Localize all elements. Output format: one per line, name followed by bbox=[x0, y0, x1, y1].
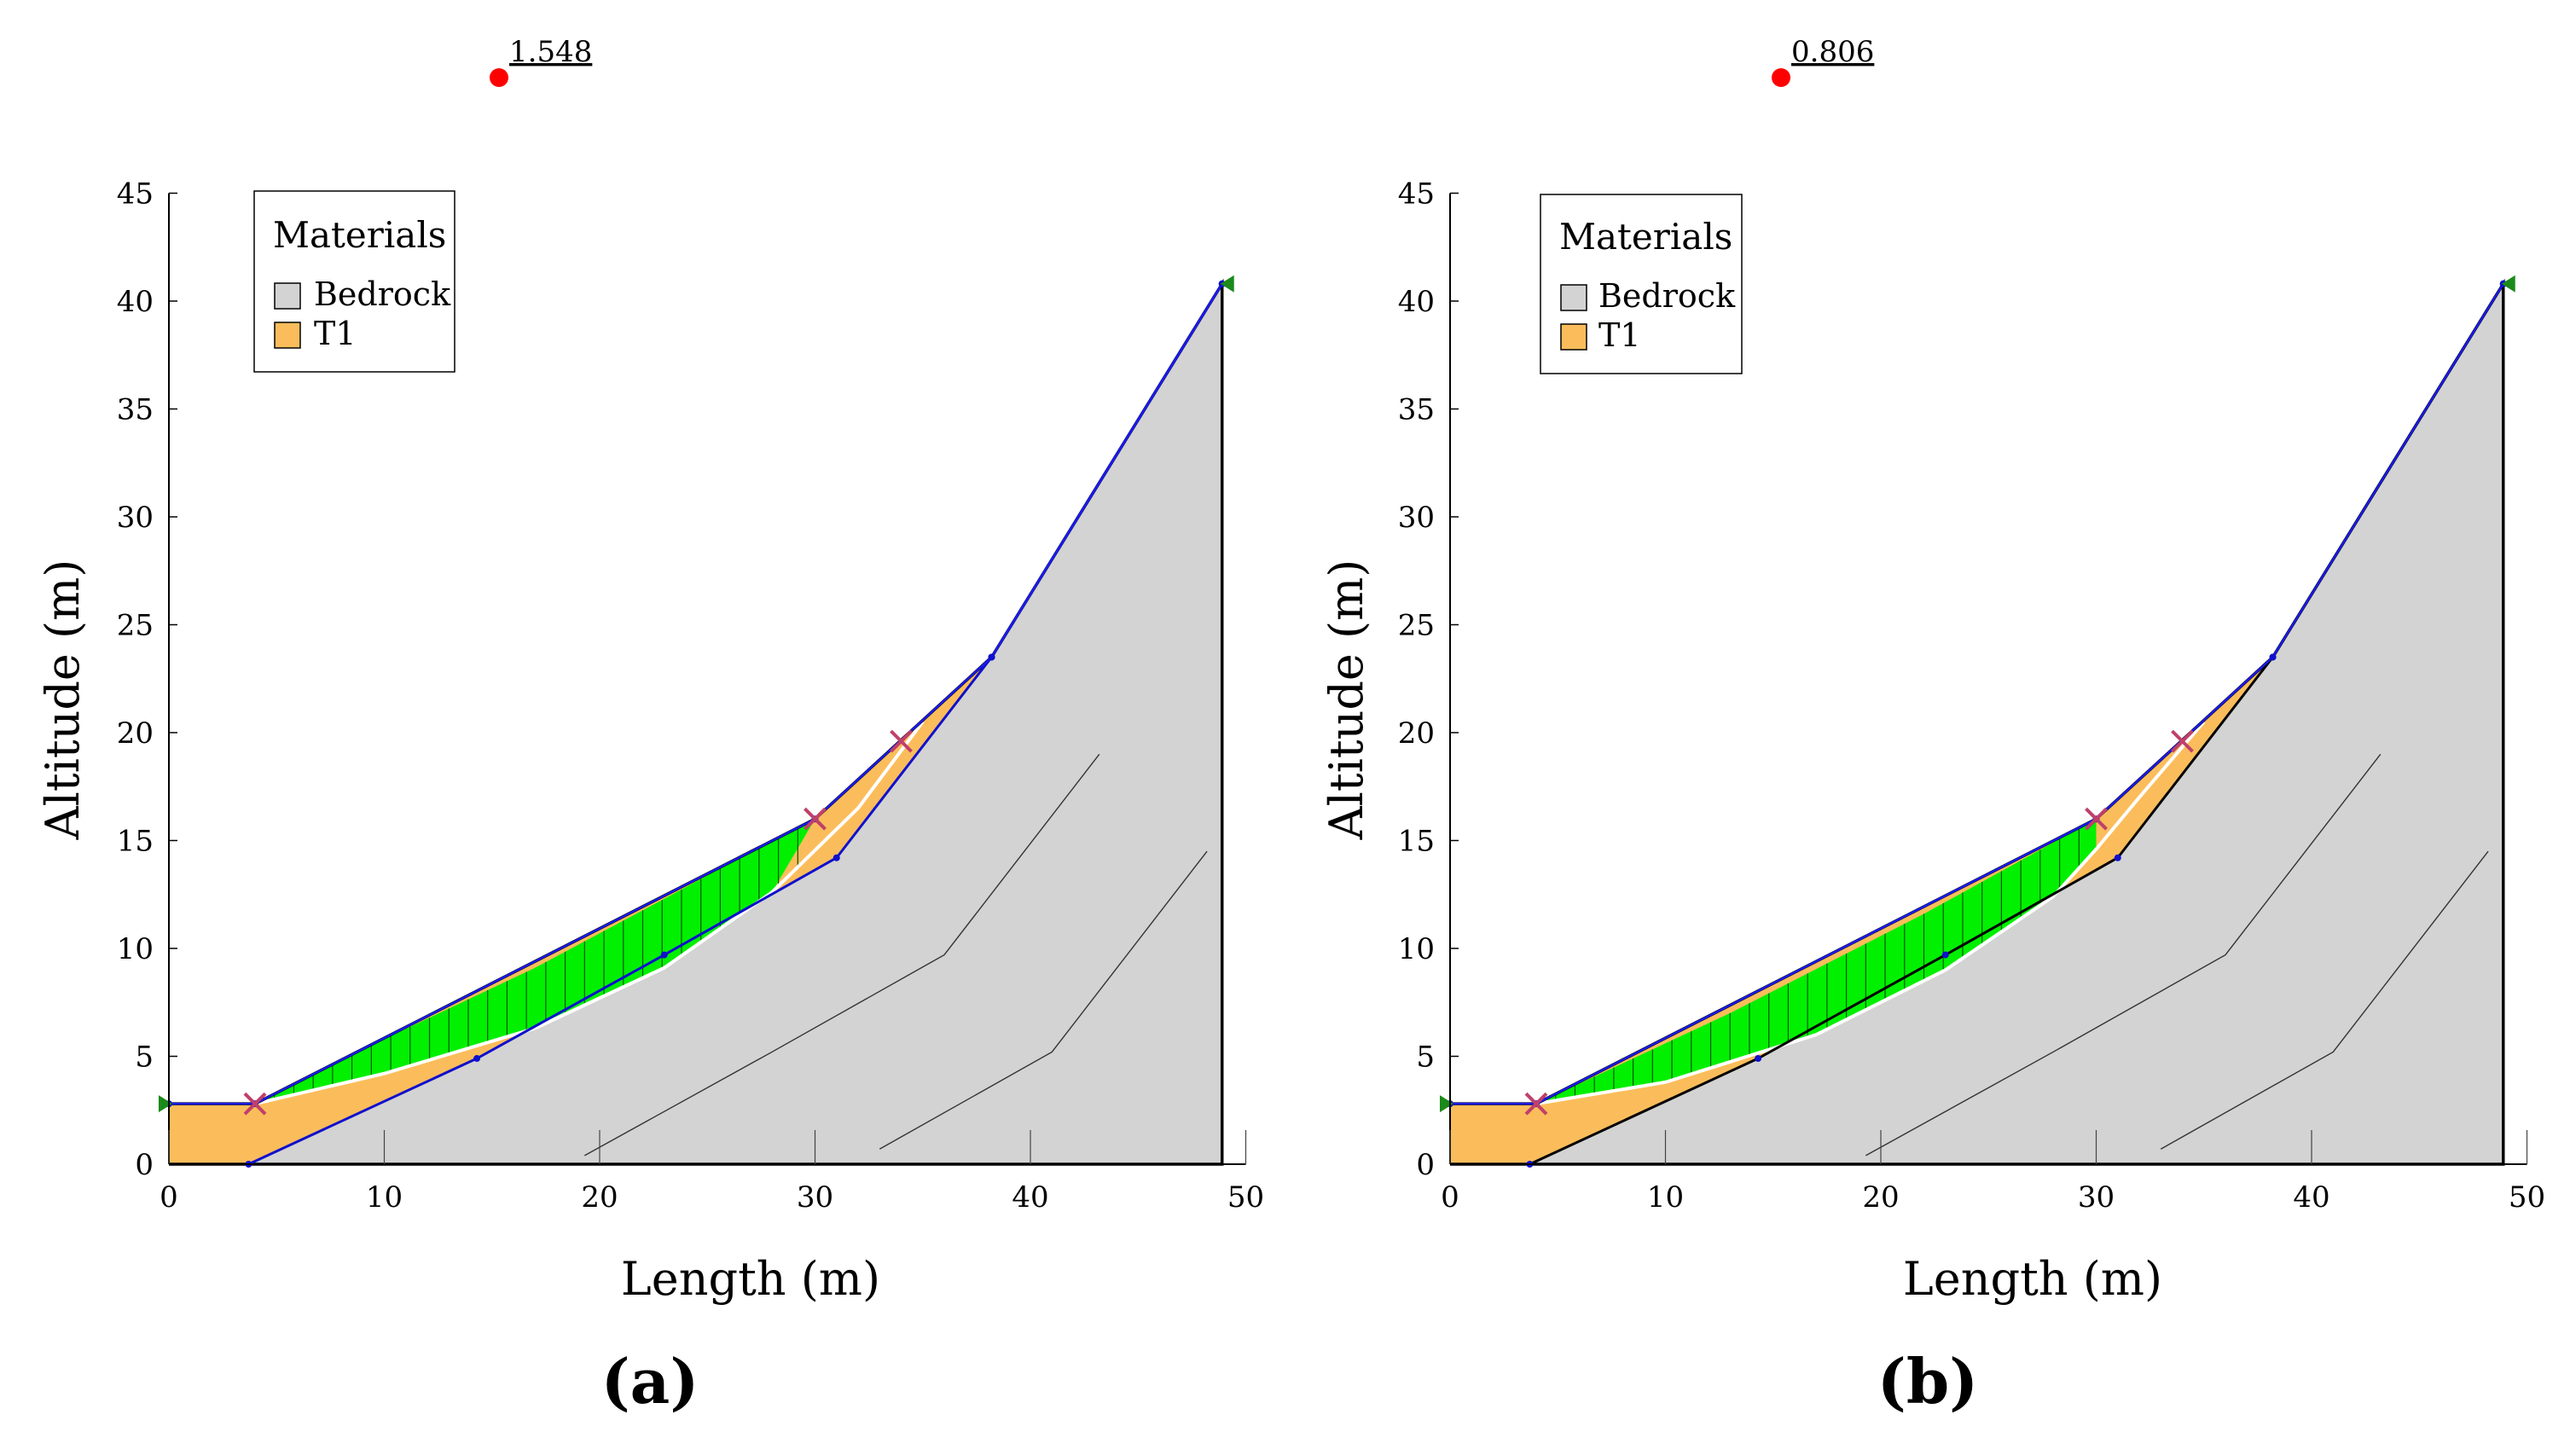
x-tick-label: 40 bbox=[1012, 1180, 1048, 1215]
search-point-cross bbox=[2085, 807, 2108, 831]
y-tick-label: 45 bbox=[1398, 177, 1435, 212]
y-axis-title: Altitude (m) bbox=[1320, 559, 1373, 841]
boundary-node-marker bbox=[473, 1055, 481, 1063]
x-tick-label: 10 bbox=[366, 1180, 403, 1215]
legend-label-t1: T1 bbox=[1598, 316, 1641, 354]
y-tick-label: 5 bbox=[1416, 1041, 1435, 1075]
slip-surface-line bbox=[1535, 721, 2206, 1106]
y-tick-label: 35 bbox=[1398, 393, 1435, 427]
fs-indicator-b: 0.806 bbox=[1772, 35, 1874, 87]
search-point-cross bbox=[1524, 1092, 1548, 1116]
x-tick-label: 30 bbox=[797, 1180, 833, 1215]
legend-title: Materials bbox=[273, 214, 446, 256]
boundary-triangle-right bbox=[1220, 275, 1234, 293]
search-point-cross bbox=[804, 807, 827, 831]
x-tick-label: 0 bbox=[160, 1180, 178, 1215]
legend-label-bedrock: Bedrock bbox=[1598, 277, 1736, 315]
y-tick-label: 30 bbox=[1398, 501, 1435, 535]
y-tick-label: 20 bbox=[1398, 716, 1435, 751]
legend-label-bedrock: Bedrock bbox=[314, 275, 451, 313]
x-tick-label: 0 bbox=[1441, 1180, 1459, 1215]
legend-swatch-bedrock bbox=[274, 282, 301, 310]
boundary-triangle-left bbox=[1440, 1095, 1453, 1113]
x-tick-label: 30 bbox=[2078, 1180, 2115, 1215]
boundary-triangle-right bbox=[2501, 275, 2515, 293]
y-tick-label: 25 bbox=[117, 609, 154, 643]
legend-swatch-bedrock bbox=[1560, 284, 1587, 311]
material-bedrock-region bbox=[248, 283, 1222, 1164]
fs-value: 1.548 bbox=[509, 35, 592, 69]
x-tick-label: 20 bbox=[581, 1180, 618, 1215]
x-tick-label: 10 bbox=[1647, 1180, 1684, 1215]
y-tick-label: 25 bbox=[1398, 609, 1435, 643]
y-tick-label: 35 bbox=[117, 393, 154, 427]
legend: Materials Bedrock T1 bbox=[253, 190, 455, 373]
plot-area: 0 10 20 30 40 50 0 5 10 15 20 25 30 35 40 45 bbox=[117, 177, 1264, 1215]
panel-label: (a) bbox=[601, 1345, 699, 1418]
panel-b: 0.806 0 10 20 30 40 50 0 5 10 15 20 25 30 35 40 45 Mate… bbox=[1320, 35, 2545, 1418]
bedrock-contour-line bbox=[879, 850, 1208, 1150]
panel-a: 1.548 0 10 20 30 40 50 0 5 10 15 20 25 30 35 40 45 Mate… bbox=[36, 35, 1264, 1418]
x-tick-label: 40 bbox=[2293, 1180, 2329, 1215]
y-tick-label: 10 bbox=[1398, 932, 1435, 966]
y-tick-label: 30 bbox=[117, 501, 154, 535]
x-tick-label: 20 bbox=[1862, 1180, 1899, 1215]
legend-swatch-t1 bbox=[1560, 323, 1587, 351]
boundary-node-marker bbox=[988, 653, 995, 661]
boundary-node-marker bbox=[660, 951, 668, 959]
fs-marker-dot bbox=[490, 68, 508, 87]
boundary-node-marker bbox=[2269, 653, 2277, 661]
y-tick-label: 15 bbox=[117, 825, 154, 859]
y-tick-label: 0 bbox=[1416, 1148, 1435, 1182]
panel-label: (b) bbox=[1877, 1345, 1978, 1418]
legend: Materials Bedrock T1 bbox=[1540, 194, 1743, 374]
y-tick-label: 40 bbox=[1398, 285, 1435, 319]
search-point-cross bbox=[2171, 729, 2194, 753]
legend-swatch-t1 bbox=[274, 322, 301, 349]
bedrock-contour-line bbox=[1865, 753, 2382, 1157]
legend-title: Materials bbox=[1559, 216, 1732, 258]
search-point-cross bbox=[243, 1092, 267, 1116]
bedrock-contour-line bbox=[2160, 850, 2489, 1150]
plot-area: 0 10 20 30 40 50 0 5 10 15 20 25 30 35 40 45 bbox=[1398, 177, 2545, 1215]
x-axis-title: Length (m) bbox=[621, 1252, 880, 1306]
y-tick-label: 40 bbox=[117, 285, 154, 319]
x-tick-label: 50 bbox=[1227, 1180, 1264, 1215]
slip-surface-line bbox=[254, 721, 925, 1106]
legend-label-t1: T1 bbox=[314, 315, 357, 352]
y-tick-label: 45 bbox=[117, 177, 154, 212]
y-tick-label: 5 bbox=[135, 1041, 154, 1075]
boundary-node-marker bbox=[1755, 1055, 1762, 1063]
bedrock-contour-line bbox=[583, 753, 1100, 1157]
boundary-triangle-left bbox=[159, 1095, 172, 1113]
y-tick-label: 15 bbox=[1398, 825, 1435, 859]
y-tick-label: 10 bbox=[117, 932, 154, 966]
fs-indicator-a: 1.548 bbox=[490, 35, 592, 87]
boundary-node-marker bbox=[1941, 951, 1949, 959]
boundary-node-marker bbox=[2114, 854, 2121, 861]
search-point-cross bbox=[890, 729, 913, 753]
x-axis-title: Length (m) bbox=[1903, 1252, 2162, 1306]
fs-marker-dot bbox=[1772, 68, 1790, 87]
x-tick-label: 50 bbox=[2509, 1180, 2545, 1215]
fs-value: 0.806 bbox=[1791, 35, 1874, 69]
y-tick-label: 0 bbox=[135, 1148, 154, 1182]
boundary-node-marker bbox=[833, 854, 840, 861]
y-tick-label: 20 bbox=[117, 716, 154, 751]
y-axis-title: Altitude (m) bbox=[36, 559, 90, 841]
material-bedrock-region bbox=[1529, 283, 2503, 1164]
